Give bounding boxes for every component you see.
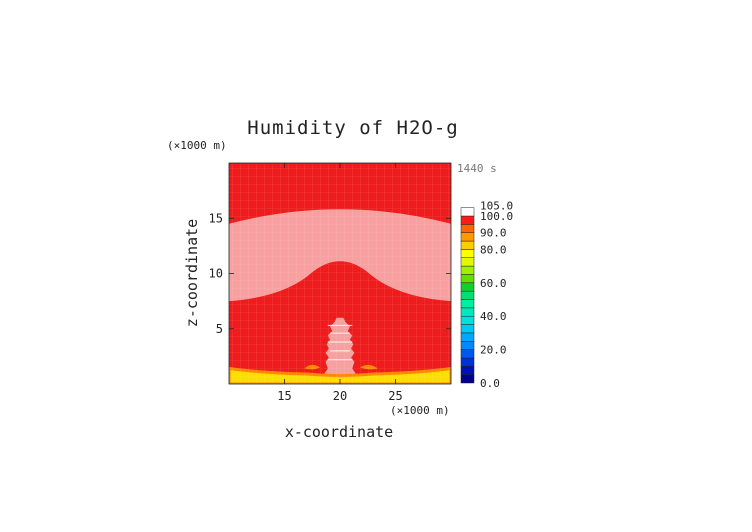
colorbar-label: 20.0 [480, 344, 507, 357]
time-label: 1440 s [457, 162, 497, 175]
x-tick-label: 15 [277, 389, 291, 403]
colorbar [460, 207, 475, 384]
colorbar-level [460, 224, 475, 233]
colorbar-level [460, 274, 475, 284]
colorbar-level [460, 265, 475, 275]
colorbar-level [460, 374, 475, 384]
colorbar-level [460, 215, 475, 225]
colorbar-level [460, 366, 475, 375]
colorbar-level [460, 341, 475, 350]
colorbar-level [460, 240, 475, 250]
colorbar-level [460, 324, 475, 334]
colorbar-level [460, 232, 475, 242]
y-tick-label: 5 [216, 322, 223, 336]
x-axis: 15 20 25 [277, 163, 403, 403]
plot-area [229, 163, 451, 384]
colorbar-level [460, 299, 475, 309]
colorbar-level [460, 307, 475, 317]
colorbar-level [460, 315, 475, 325]
colorbar-level [460, 332, 475, 342]
colorbar-level [460, 207, 475, 217]
colorbar-level [460, 257, 475, 267]
colorbar-level [460, 357, 475, 367]
colorbar-label: 105.0 [480, 200, 513, 213]
colorbar-level [460, 249, 475, 258]
colorbar-level [460, 349, 475, 359]
y-axis: 5 10 15 [209, 211, 451, 336]
colorbar-label: 100.0 [480, 210, 513, 223]
colorbar-label: 60.0 [480, 277, 507, 290]
y-unit-label: (×1000 m) [167, 139, 227, 152]
x-axis-label: x-coordinate [285, 423, 393, 441]
x-tick-label: 25 [388, 389, 402, 403]
colorbar-level [460, 282, 475, 292]
x-tick-label: 20 [333, 389, 347, 403]
y-tick-label: 10 [209, 267, 223, 281]
colorbar-label: 80.0 [480, 243, 507, 256]
y-tick-label: 15 [209, 211, 223, 225]
grid-overlay [229, 163, 451, 384]
colorbar-label: 40.0 [480, 310, 507, 323]
y-axis-label: z-coordinate [183, 219, 201, 327]
chart-title: Humidity of H2O-g [247, 117, 458, 139]
colorbar-label: 0.0 [480, 377, 500, 390]
colorbar-level [460, 290, 475, 300]
x-unit-label: (×1000 m) [390, 404, 450, 417]
colorbar-label: 90.0 [480, 227, 507, 240]
